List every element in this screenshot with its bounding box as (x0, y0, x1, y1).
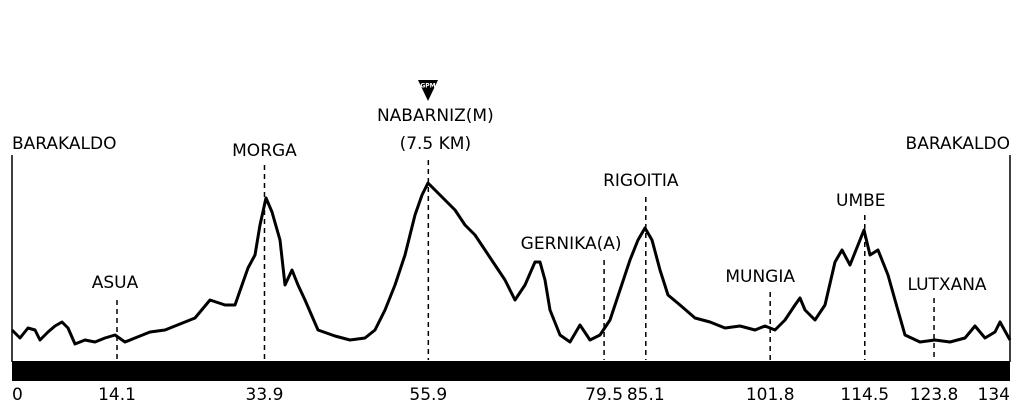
km-label: 134 (978, 385, 1010, 405)
km-label: 114.5 (840, 385, 889, 405)
place-label: MORGA (232, 141, 297, 161)
place-label: LUTXANA (907, 275, 986, 295)
km-label: 33.9 (246, 385, 284, 405)
km-label: 0 (12, 385, 23, 405)
km-label: 123.8 (910, 385, 959, 405)
gpm-label: GPM (420, 83, 435, 90)
elevation-profile (10, 181, 1012, 346)
place-label: MUNGIA (725, 267, 795, 287)
place-label: BARAKALDO (906, 134, 1010, 154)
km-label: 85.1 (627, 385, 665, 405)
place-detail: (7.5 KM) (400, 134, 472, 154)
gpm-marker (418, 80, 438, 101)
place-label: NABARNIZ(M) (377, 106, 494, 126)
km-label: 14.1 (98, 385, 136, 405)
place-label: UMBE (836, 191, 886, 211)
place-label: ASUA (92, 273, 139, 293)
place-label: GERNIKA(A) (521, 234, 622, 254)
place-label: RIGOITIA (603, 171, 679, 191)
route-bar (12, 361, 1010, 381)
place-label: BARAKALDO (12, 134, 116, 154)
km-label: 79.5 (585, 385, 623, 405)
km-label: 55.9 (409, 385, 447, 405)
km-label: 101.8 (746, 385, 795, 405)
